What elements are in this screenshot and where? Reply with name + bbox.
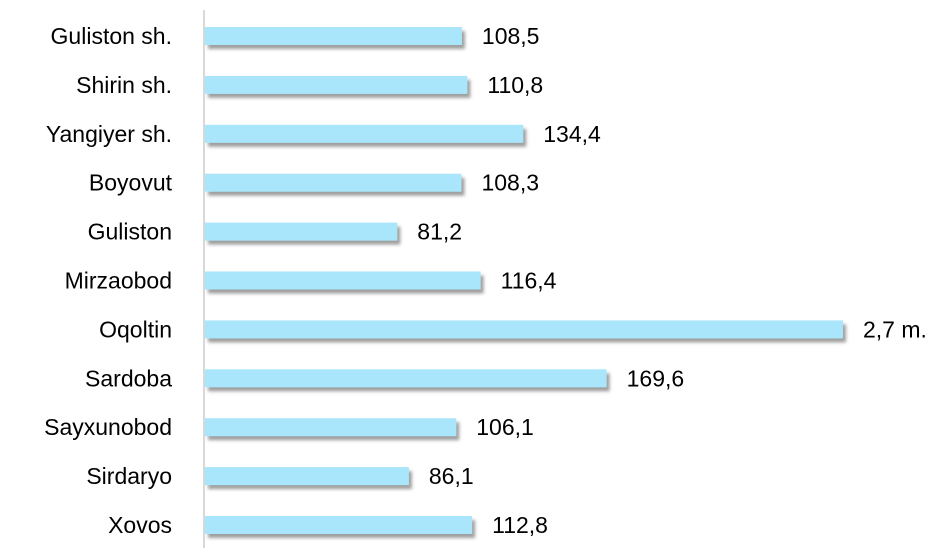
category-labels: Guliston sh. Shirin sh. Yangiyer sh. Boyovu… — [44, 23, 172, 538]
category-label-xovos: Xovos — [108, 512, 172, 538]
data-label-sirdaryo: 86,1 — [429, 463, 474, 489]
bar-xovos — [205, 516, 473, 534]
bar-yangiyer-sh — [205, 124, 524, 143]
data-label-shirin-sh: 110,8 — [487, 72, 543, 98]
category-label-oqoltin: Oqoltin — [99, 316, 172, 342]
category-label-sardoba: Sardoba — [85, 365, 172, 391]
bar-guliston — [205, 222, 398, 241]
category-label-boyovut: Boyovut — [89, 170, 173, 196]
data-label-xovos: 112,8 — [492, 512, 548, 538]
category-label-guliston: Guliston — [88, 219, 172, 245]
category-label-mirzaobod: Mirzaobod — [65, 268, 172, 294]
bar-sayxunobod — [205, 418, 457, 437]
data-label-boyovut: 108,3 — [481, 170, 539, 196]
category-label-shirin-sh: Shirin sh. — [76, 72, 172, 98]
category-label-guliston-sh: Guliston sh. — [51, 23, 172, 49]
data-label-mirzaobod: 116,4 — [501, 268, 557, 294]
category-label-sirdaryo: Sirdaryo — [86, 463, 172, 489]
category-label-yangiyer-sh: Yangiyer sh. — [46, 121, 172, 147]
data-label-sayxunobod: 106,1 — [476, 414, 534, 440]
bar-sirdaryo — [205, 467, 409, 486]
bar-boyovut — [205, 173, 462, 192]
bar-mirzaobod — [205, 271, 481, 290]
data-label-guliston-sh: 108,5 — [482, 23, 540, 49]
data-label-guliston: 81,2 — [417, 219, 462, 245]
category-label-sayxunobod: Sayxunobod — [44, 414, 172, 440]
data-label-sardoba: 169,6 — [627, 365, 685, 391]
bar-sardoba — [205, 369, 607, 388]
data-label-yangiyer-sh: 134,4 — [543, 121, 601, 147]
bar-oqoltin — [205, 320, 843, 339]
bar-shirin-sh — [205, 75, 468, 94]
data-label-oqoltin: 2,7 m. — [863, 316, 927, 342]
bars-group — [205, 27, 843, 534]
bar-guliston-sh — [205, 27, 462, 45]
